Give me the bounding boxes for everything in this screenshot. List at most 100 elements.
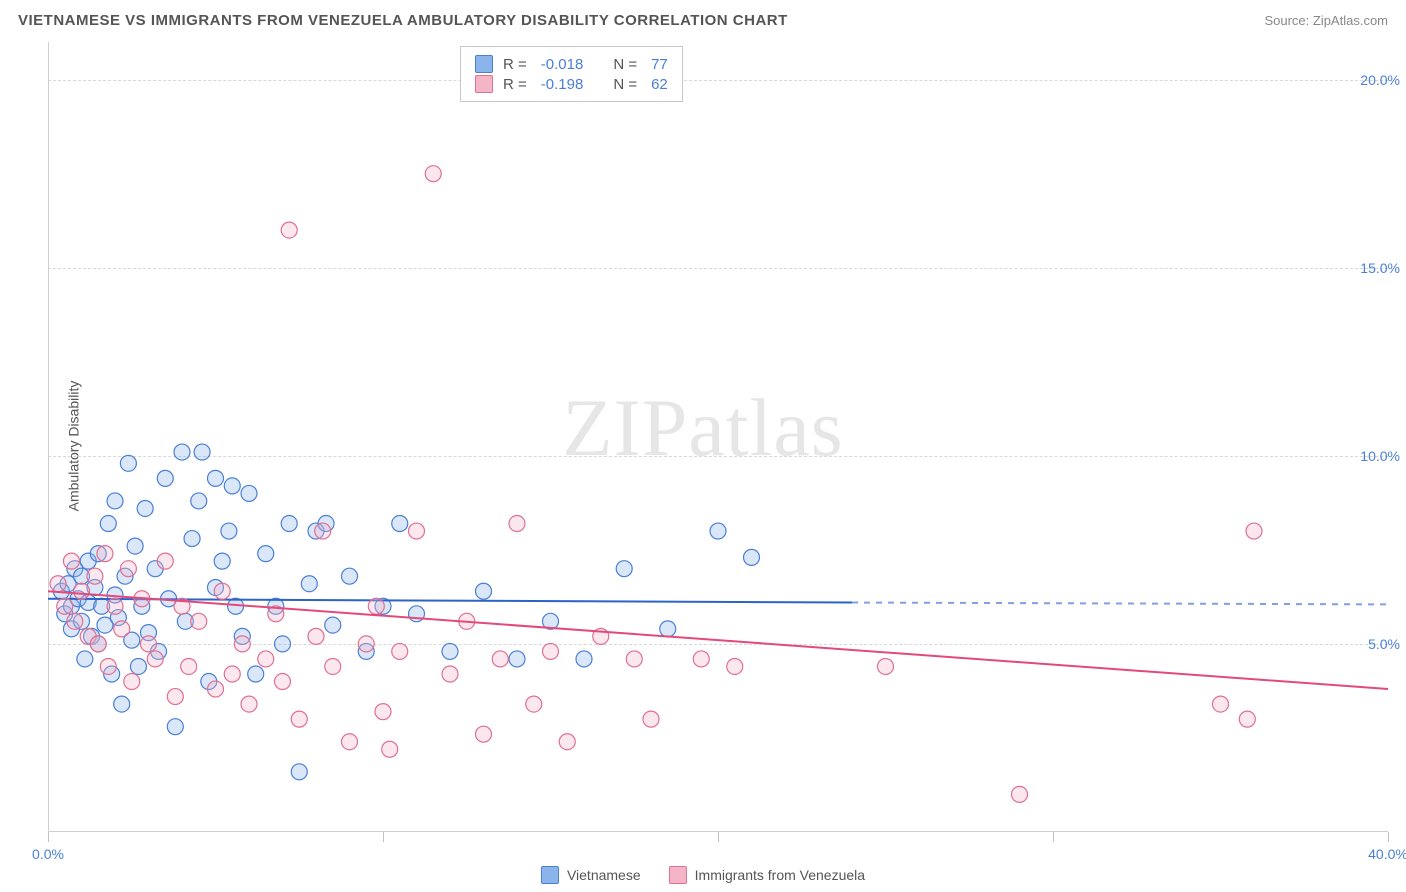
data-point <box>167 689 183 705</box>
data-point <box>275 674 291 690</box>
data-point <box>221 523 237 539</box>
data-point <box>87 568 103 584</box>
data-point <box>358 636 374 652</box>
data-point <box>184 531 200 547</box>
x-tick-mark <box>1053 832 1054 842</box>
data-point <box>137 500 153 516</box>
data-point <box>291 764 307 780</box>
data-point <box>191 493 207 509</box>
data-point <box>281 516 297 532</box>
data-point <box>616 561 632 577</box>
x-tick-label: 0.0% <box>32 846 64 862</box>
data-point <box>57 598 73 614</box>
data-point <box>693 651 709 667</box>
data-point <box>878 658 894 674</box>
n-value: 77 <box>651 56 668 73</box>
x-tick-mark <box>383 832 384 842</box>
x-tick-mark <box>718 832 719 842</box>
data-point <box>194 444 210 460</box>
n-label: N = <box>613 56 637 73</box>
data-point <box>368 598 384 614</box>
trend-line-extrapolated <box>852 603 1388 605</box>
data-point <box>120 561 136 577</box>
data-point <box>74 583 90 599</box>
data-point <box>114 696 130 712</box>
data-point <box>258 546 274 562</box>
data-point <box>248 666 264 682</box>
data-point <box>120 455 136 471</box>
r-label: R = <box>503 56 527 73</box>
data-point <box>710 523 726 539</box>
data-point <box>157 470 173 486</box>
data-point <box>107 493 123 509</box>
correlation-legend: R = -0.018 N = 77 R = -0.198 N = 62 <box>460 46 683 102</box>
data-point <box>392 643 408 659</box>
x-tick-mark <box>48 832 49 842</box>
legend-row: R = -0.198 N = 62 <box>475 75 668 93</box>
x-tick-label: 40.0% <box>1368 846 1406 862</box>
chart-header: VIETNAMESE VS IMMIGRANTS FROM VENEZUELA … <box>0 0 1406 37</box>
data-point <box>100 658 116 674</box>
legend-item: Immigrants from Venezuela <box>669 866 865 884</box>
n-value: 62 <box>651 76 668 93</box>
data-point <box>476 726 492 742</box>
legend-swatch <box>475 55 493 73</box>
r-label: R = <box>503 76 527 93</box>
data-point <box>1239 711 1255 727</box>
data-point <box>130 658 146 674</box>
data-point <box>660 621 676 637</box>
data-point <box>63 553 79 569</box>
data-point <box>392 516 408 532</box>
data-point <box>325 617 341 633</box>
data-point <box>124 674 140 690</box>
data-point <box>526 696 542 712</box>
data-point <box>181 658 197 674</box>
data-point <box>258 651 274 667</box>
legend-swatch <box>475 75 493 93</box>
legend-row: R = -0.018 N = 77 <box>475 55 668 73</box>
data-point <box>308 628 324 644</box>
legend-swatch <box>669 866 687 884</box>
data-point <box>744 549 760 565</box>
data-point <box>476 583 492 599</box>
data-point <box>224 666 240 682</box>
r-value: -0.198 <box>541 76 584 93</box>
data-point <box>214 583 230 599</box>
data-point <box>342 568 358 584</box>
data-point <box>77 651 93 667</box>
data-point <box>224 478 240 494</box>
n-label: N = <box>613 76 637 93</box>
data-point <box>100 516 116 532</box>
data-point <box>643 711 659 727</box>
data-point <box>1213 696 1229 712</box>
x-tick-mark <box>1388 832 1389 842</box>
data-point <box>107 598 123 614</box>
data-point <box>1012 786 1028 802</box>
data-point <box>382 741 398 757</box>
data-point <box>325 658 341 674</box>
data-point <box>234 636 250 652</box>
data-point <box>275 636 291 652</box>
scatter-plot <box>48 42 1388 832</box>
data-point <box>315 523 331 539</box>
data-point <box>281 222 297 238</box>
legend-label: Immigrants from Venezuela <box>695 867 865 883</box>
chart-title: VIETNAMESE VS IMMIGRANTS FROM VENEZUELA … <box>18 12 788 29</box>
data-point <box>97 546 113 562</box>
data-point <box>241 485 257 501</box>
data-point <box>141 636 157 652</box>
data-point <box>208 470 224 486</box>
data-point <box>576 651 592 667</box>
r-value: -0.018 <box>541 56 584 73</box>
data-point <box>375 704 391 720</box>
data-point <box>90 636 106 652</box>
data-point <box>50 576 66 592</box>
series-legend: Vietnamese Immigrants from Venezuela <box>541 866 865 884</box>
source-attribution: Source: ZipAtlas.com <box>1264 13 1388 28</box>
data-point <box>157 553 173 569</box>
data-point <box>127 538 143 554</box>
legend-item: Vietnamese <box>541 866 641 884</box>
data-point <box>559 734 575 750</box>
legend-label: Vietnamese <box>567 867 641 883</box>
data-point <box>241 696 257 712</box>
